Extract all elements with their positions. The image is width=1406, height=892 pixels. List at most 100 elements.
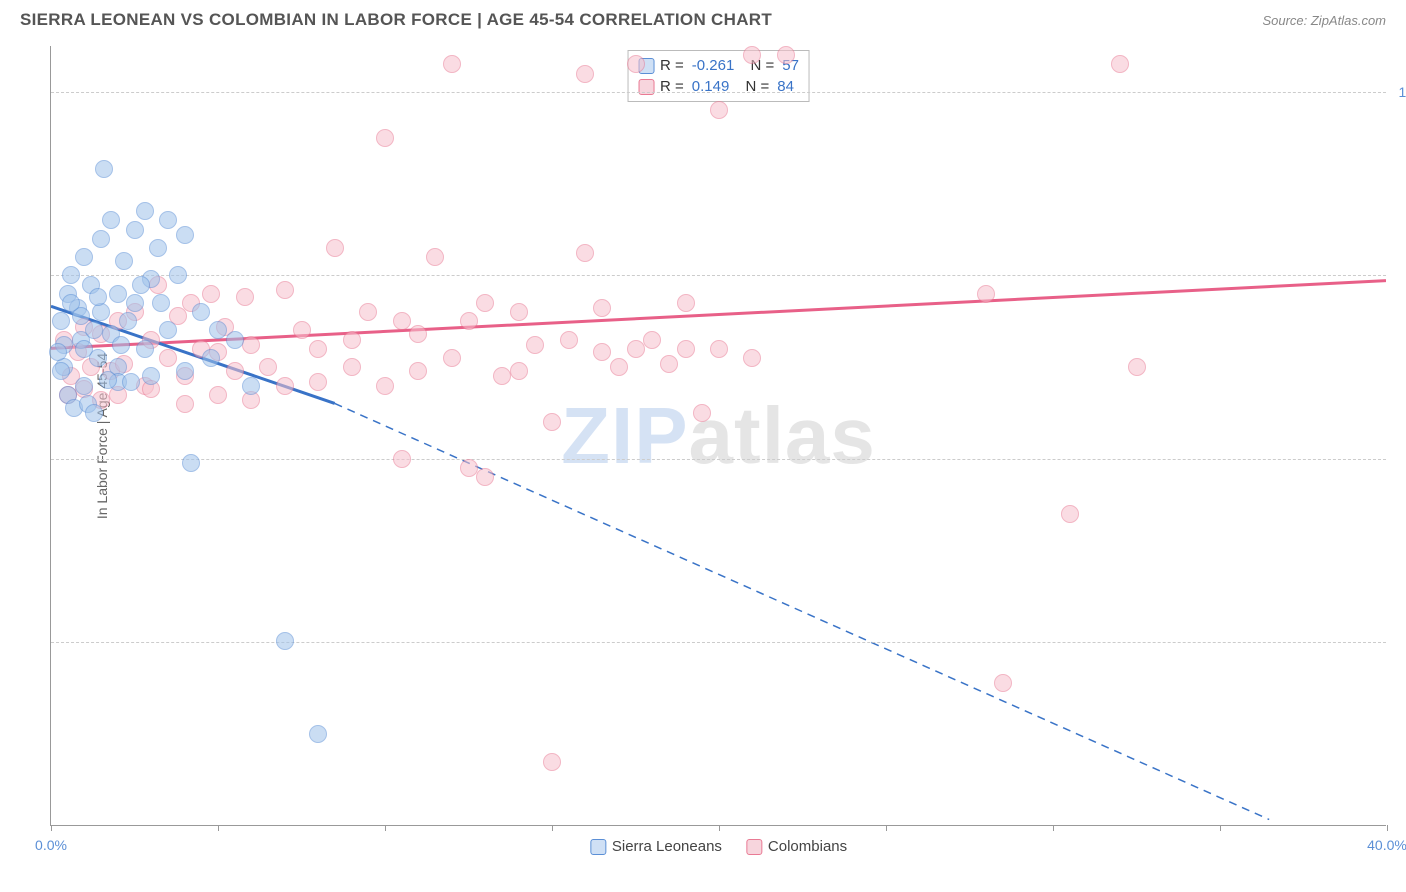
watermark-zip: ZIP: [561, 391, 688, 480]
scatter-point-pink: [259, 358, 277, 376]
scatter-point-pink: [359, 303, 377, 321]
scatter-point-blue: [176, 226, 194, 244]
scatter-point-pink: [443, 55, 461, 73]
scatter-point-blue: [85, 321, 103, 339]
scatter-point-pink: [209, 386, 227, 404]
scatter-point-pink: [977, 285, 995, 303]
scatter-point-blue: [49, 343, 67, 361]
scatter-point-pink: [743, 349, 761, 367]
scatter-point-pink: [543, 753, 561, 771]
scatter-point-blue: [176, 362, 194, 380]
scatter-point-pink: [693, 404, 711, 422]
scatter-point-pink: [627, 55, 645, 73]
scatter-point-pink: [276, 377, 294, 395]
x-tick: [1387, 825, 1388, 831]
swatch-blue-icon: [590, 839, 606, 855]
scatter-point-blue: [276, 632, 294, 650]
scatter-point-pink: [409, 362, 427, 380]
scatter-point-blue: [75, 248, 93, 266]
scatter-point-blue: [226, 331, 244, 349]
scatter-point-pink: [236, 288, 254, 306]
chart-plot-area: ZIPatlas In Labor Force | Age 45-54 R = …: [50, 46, 1386, 826]
scatter-point-pink: [1128, 358, 1146, 376]
scatter-point-pink: [627, 340, 645, 358]
watermark-atlas: atlas: [689, 391, 876, 480]
scatter-point-pink: [493, 367, 511, 385]
watermark: ZIPatlas: [561, 390, 876, 482]
scatter-point-blue: [112, 336, 130, 354]
x-tick: [1053, 825, 1054, 831]
scatter-point-pink: [276, 281, 294, 299]
scatter-point-pink: [677, 340, 695, 358]
scatter-point-pink: [460, 459, 478, 477]
scatter-point-pink: [710, 101, 728, 119]
scatter-point-pink: [710, 340, 728, 358]
scatter-point-pink: [593, 299, 611, 317]
source-attribution: Source: ZipAtlas.com: [1262, 13, 1386, 28]
scatter-point-blue: [75, 377, 93, 395]
scatter-point-pink: [576, 65, 594, 83]
swatch-pink-icon: [746, 839, 762, 855]
scatter-point-blue: [95, 160, 113, 178]
scatter-point-pink: [476, 468, 494, 486]
scatter-point-blue: [62, 294, 80, 312]
x-tick: [719, 825, 720, 831]
legend-item-pink: Colombians: [746, 838, 847, 855]
scatter-point-blue: [126, 221, 144, 239]
scatter-point-pink: [309, 340, 327, 358]
scatter-point-pink: [176, 395, 194, 413]
scatter-point-blue: [182, 454, 200, 472]
scatter-point-blue: [169, 266, 187, 284]
x-tick: [886, 825, 887, 831]
x-tick-label: 40.0%: [1367, 837, 1406, 853]
scatter-point-blue: [159, 211, 177, 229]
legend-row-pink: R = 0.149 N = 84: [638, 76, 799, 97]
scatter-point-pink: [443, 349, 461, 367]
scatter-point-pink: [576, 244, 594, 262]
scatter-point-pink: [743, 46, 761, 64]
scatter-point-pink: [226, 362, 244, 380]
scatter-point-blue: [122, 373, 140, 391]
y-tick-label: 100.0%: [1391, 84, 1406, 100]
scatter-point-blue: [209, 321, 227, 339]
legend-row-blue: R = -0.261 N = 57: [638, 55, 799, 76]
scatter-point-blue: [75, 340, 93, 358]
x-tick-label: 0.0%: [35, 837, 67, 853]
gridline: [51, 459, 1386, 460]
scatter-point-pink: [510, 303, 528, 321]
y-tick-label: 80.0%: [1391, 451, 1406, 467]
r-value: -0.261: [692, 57, 735, 74]
scatter-point-pink: [610, 358, 628, 376]
scatter-point-blue: [152, 294, 170, 312]
scatter-point-pink: [343, 331, 361, 349]
scatter-point-pink: [242, 336, 260, 354]
scatter-point-blue: [85, 404, 103, 422]
y-tick-label: 70.0%: [1391, 634, 1406, 650]
scatter-point-pink: [593, 343, 611, 361]
gridline: [51, 642, 1386, 643]
scatter-point-blue: [115, 252, 133, 270]
x-tick: [552, 825, 553, 831]
scatter-point-blue: [89, 288, 107, 306]
scatter-point-pink: [560, 331, 578, 349]
scatter-point-pink: [393, 450, 411, 468]
scatter-point-blue: [136, 340, 154, 358]
x-tick: [1220, 825, 1221, 831]
scatter-point-pink: [409, 325, 427, 343]
legend-label: Sierra Leoneans: [612, 838, 722, 855]
scatter-point-blue: [149, 239, 167, 257]
scatter-point-blue: [119, 312, 137, 330]
scatter-point-pink: [660, 355, 678, 373]
scatter-point-pink: [994, 674, 1012, 692]
scatter-point-pink: [510, 362, 528, 380]
scatter-point-pink: [159, 349, 177, 367]
scatter-point-pink: [343, 358, 361, 376]
r-label: R =: [660, 57, 684, 74]
trend-lines-svg: [51, 46, 1386, 825]
series-legend: Sierra Leoneans Colombians: [590, 838, 847, 855]
scatter-point-blue: [142, 367, 160, 385]
legend-item-blue: Sierra Leoneans: [590, 838, 722, 855]
scatter-point-blue: [102, 211, 120, 229]
scatter-point-blue: [309, 725, 327, 743]
scatter-point-pink: [526, 336, 544, 354]
